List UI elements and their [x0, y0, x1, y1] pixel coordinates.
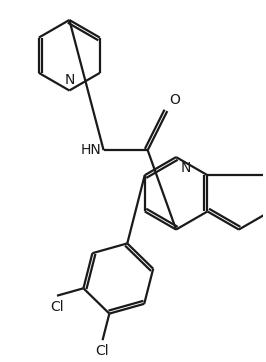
- Text: HN: HN: [81, 143, 102, 157]
- Text: N: N: [181, 161, 191, 175]
- Text: N: N: [64, 73, 74, 87]
- Text: Cl: Cl: [50, 300, 64, 313]
- Text: O: O: [169, 93, 180, 107]
- Text: Cl: Cl: [96, 344, 109, 358]
